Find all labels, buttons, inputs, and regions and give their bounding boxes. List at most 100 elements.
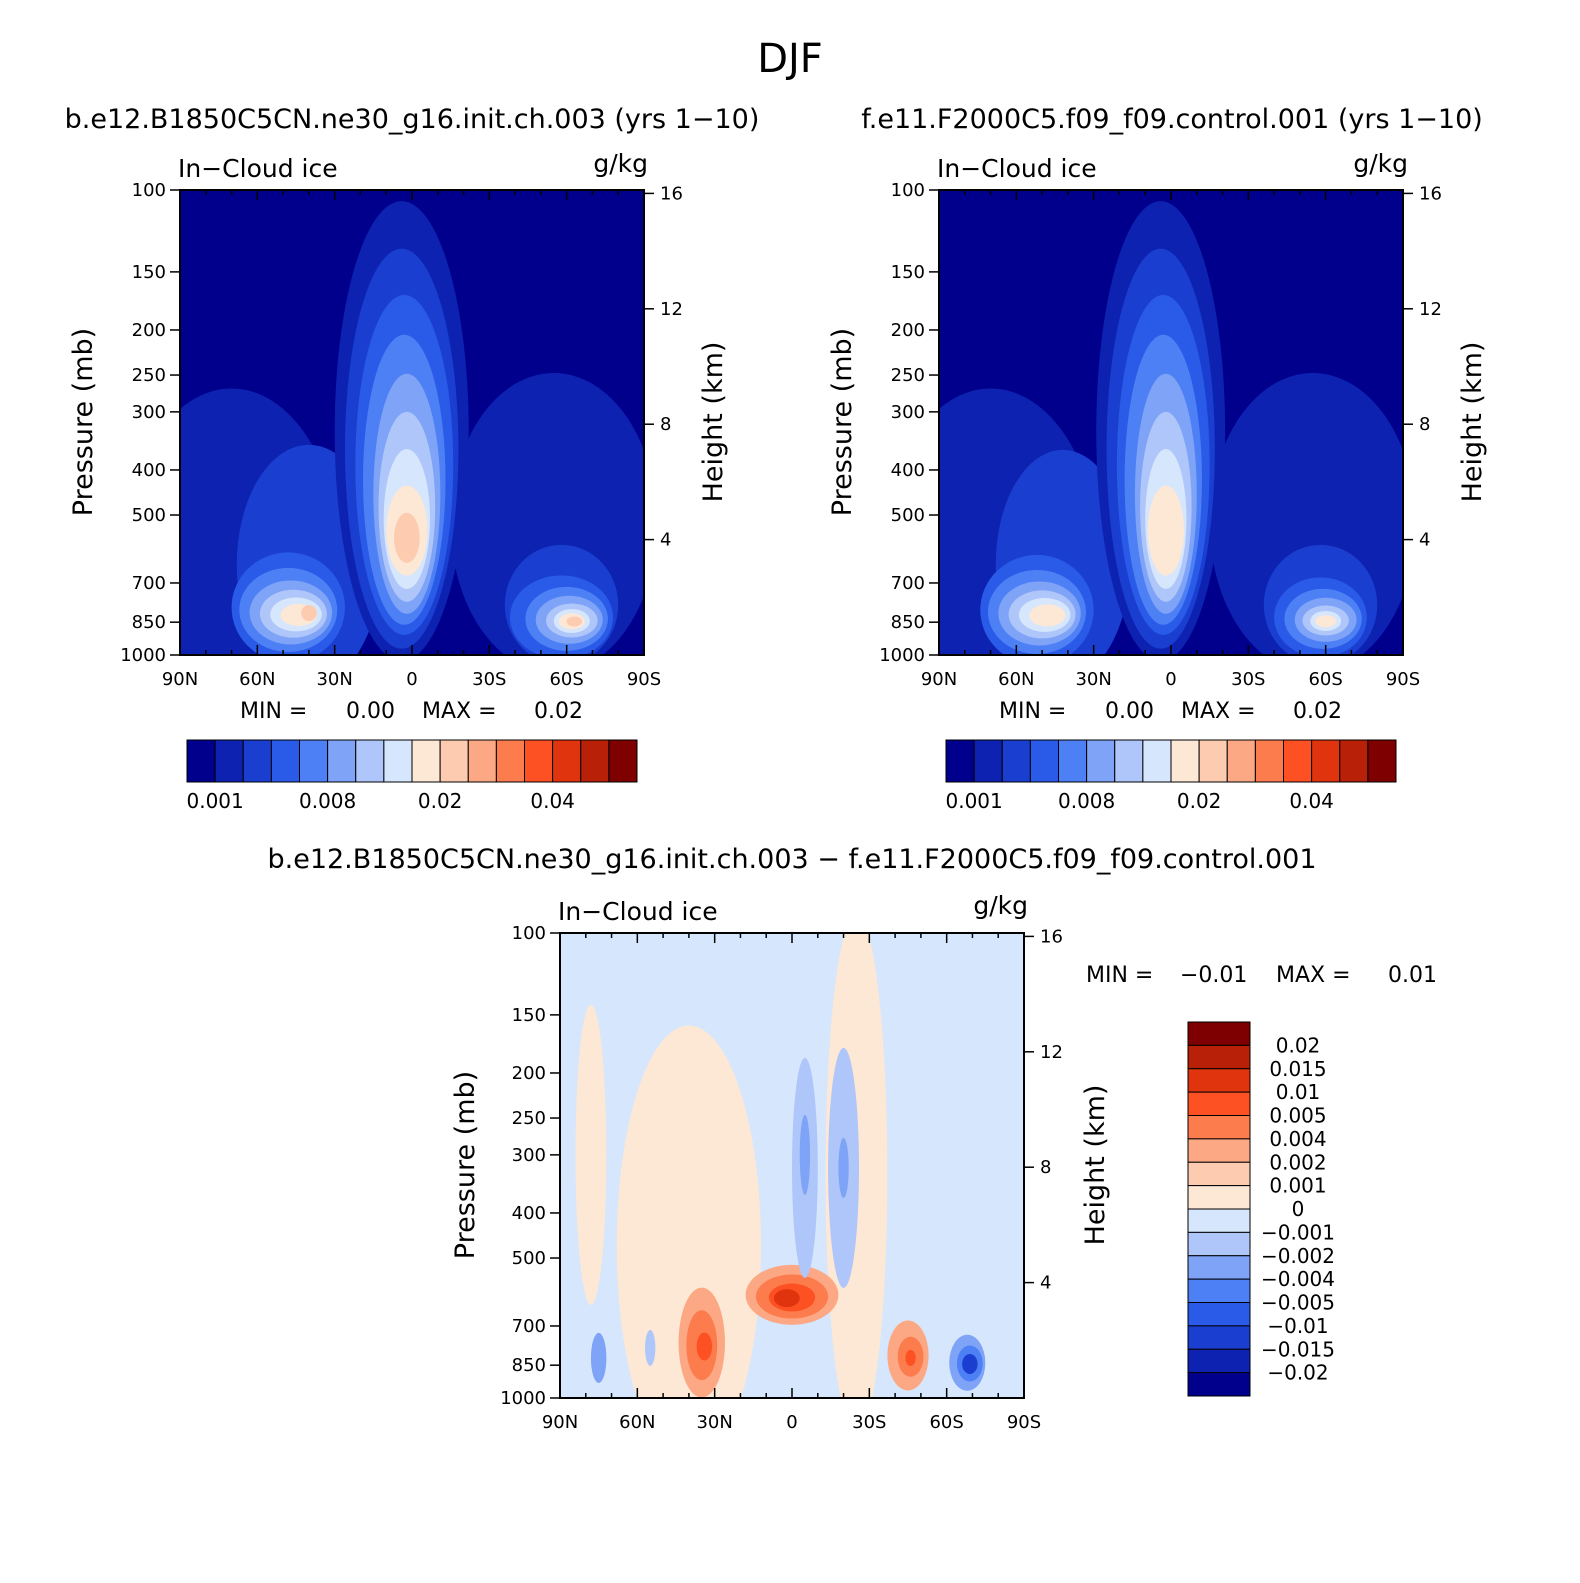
y-tick-label: 500 bbox=[512, 1248, 546, 1269]
colorbar-swatch bbox=[1187, 1115, 1251, 1140]
colorbar-swatch bbox=[270, 739, 300, 783]
contour-band bbox=[1147, 485, 1184, 576]
panel-3-max-label: MAX = bbox=[1276, 963, 1351, 988]
y-tick-label: 200 bbox=[512, 1063, 546, 1084]
colorbar-swatch bbox=[1226, 739, 1256, 783]
colorbar-label: 0.002 bbox=[1269, 1150, 1326, 1174]
colorbar-swatch bbox=[1170, 739, 1200, 783]
panel-1-contour-field bbox=[180, 190, 644, 655]
x-tick-label: 90N bbox=[162, 669, 198, 690]
x-tick-label: 60S bbox=[549, 669, 583, 690]
panel-3-axes: 90N 60N 30N 0 30S 60S 90S 100 150 200 250 300 400 500… bbox=[500, 923, 1063, 1433]
contour-band bbox=[575, 1004, 607, 1305]
colorbar-swatch bbox=[580, 739, 610, 783]
colorbar-swatch bbox=[355, 739, 385, 783]
contour-band bbox=[393, 512, 420, 563]
panel-1-axes: 90N 60N 30N 0 30S 60S 90S 100 150 200 250 300 400 500… bbox=[120, 180, 683, 690]
x-tick-label: 60N bbox=[239, 669, 275, 690]
colorbar-label: 0.015 bbox=[1269, 1057, 1326, 1081]
y-tick-label: 250 bbox=[512, 1108, 546, 1129]
panel-1-units-label: g/kg bbox=[593, 149, 648, 178]
colorbar-swatch bbox=[411, 739, 441, 783]
y-tick-label: 850 bbox=[512, 1355, 546, 1376]
y-tick-label: 200 bbox=[891, 320, 925, 341]
colorbar-label: 0.005 bbox=[1269, 1104, 1326, 1128]
colorbar-swatch bbox=[608, 739, 638, 783]
contour-band bbox=[773, 1289, 800, 1308]
colorbar-swatch bbox=[552, 739, 582, 783]
colorbar-swatch bbox=[1339, 739, 1369, 783]
y-tick-label: 850 bbox=[891, 612, 925, 633]
colorbar-swatch bbox=[439, 739, 469, 783]
panel-2-right-axis-label: Height (km) bbox=[1457, 342, 1488, 503]
colorbar-label: 0.008 bbox=[1058, 789, 1115, 813]
panel-1-min-value: 0.00 bbox=[346, 699, 395, 724]
contour-band bbox=[905, 1349, 916, 1366]
panel-1-y-axis-label: Pressure (mb) bbox=[68, 328, 99, 516]
panel-2-contour-field bbox=[939, 190, 1403, 655]
colorbar-label: 0.04 bbox=[1289, 789, 1334, 813]
x-tick-label: 0 bbox=[406, 669, 417, 690]
panel-2-variable-label: In−Cloud ice bbox=[937, 154, 1097, 183]
x-tick-label: 90N bbox=[542, 1412, 578, 1433]
y-tick-label: 1000 bbox=[500, 1388, 546, 1409]
right-tick-label: 12 bbox=[1419, 299, 1442, 320]
colorbar-swatch bbox=[1311, 739, 1341, 783]
y-tick-label: 700 bbox=[891, 573, 925, 594]
colorbar-swatch bbox=[1187, 1255, 1251, 1280]
x-tick-label: 30S bbox=[852, 1412, 886, 1433]
contour-band bbox=[838, 1137, 849, 1198]
y-tick-label: 250 bbox=[891, 365, 925, 386]
x-tick-label: 90S bbox=[627, 669, 661, 690]
right-tick-label: 16 bbox=[1040, 926, 1063, 947]
colorbar-label: 0.02 bbox=[418, 789, 463, 813]
y-tick-label: 500 bbox=[132, 505, 166, 526]
colorbar-swatch bbox=[214, 739, 244, 783]
colorbar-swatch bbox=[383, 739, 413, 783]
y-tick-label: 300 bbox=[891, 402, 925, 423]
y-tick-label: 200 bbox=[132, 320, 166, 341]
right-tick-label: 16 bbox=[660, 183, 683, 204]
colorbar-label: 0.01 bbox=[1276, 1080, 1321, 1104]
contour-band bbox=[962, 1353, 978, 1374]
colorbar-swatch bbox=[524, 739, 554, 783]
x-tick-label: 60S bbox=[1308, 669, 1342, 690]
contour-band bbox=[566, 616, 583, 627]
contour-band bbox=[696, 1332, 713, 1361]
colorbar-swatch bbox=[1367, 739, 1397, 783]
colorbar-label: 0.02 bbox=[1276, 1033, 1321, 1057]
panel-2: f.e11.F2000C5.f09_f09.control.001 (yrs 1… bbox=[827, 104, 1488, 813]
panel-3-contour-field bbox=[560, 933, 1024, 1398]
panel-2-subtitle: f.e11.F2000C5.f09_f09.control.001 (yrs 1… bbox=[861, 104, 1483, 135]
x-tick-label: 90S bbox=[1007, 1412, 1041, 1433]
colorbar-swatch bbox=[945, 739, 975, 783]
panel-3-y-axis-label: Pressure (mb) bbox=[450, 1071, 481, 1259]
colorbar-label: 0.004 bbox=[1269, 1127, 1326, 1151]
x-tick-label: 0 bbox=[786, 1412, 797, 1433]
y-tick-label: 400 bbox=[512, 1203, 546, 1224]
colorbar-label: −0.01 bbox=[1267, 1314, 1328, 1338]
colorbar-swatch bbox=[1187, 1185, 1251, 1210]
colorbar-swatch bbox=[1058, 739, 1088, 783]
colorbar-swatch bbox=[1187, 1372, 1251, 1397]
panel-3-variable-label: In−Cloud ice bbox=[558, 897, 718, 926]
colorbar-swatch bbox=[973, 739, 1003, 783]
panel-3-min-label: MIN = bbox=[1086, 963, 1153, 988]
x-tick-label: 60S bbox=[929, 1412, 963, 1433]
colorbar-swatch bbox=[1187, 1044, 1251, 1070]
colorbar-swatch bbox=[1114, 739, 1144, 783]
colorbar-swatch bbox=[1187, 1302, 1251, 1327]
right-tick-label: 12 bbox=[1040, 1042, 1063, 1063]
colorbar-swatch bbox=[327, 739, 357, 783]
x-tick-label: 30N bbox=[696, 1412, 732, 1433]
colorbar-label: 0.02 bbox=[1177, 789, 1222, 813]
colorbar-label: −0.02 bbox=[1267, 1361, 1328, 1385]
colorbar-swatch bbox=[186, 739, 216, 783]
panel-1-colorbar: 0.001 0.008 0.02 0.04 bbox=[186, 739, 638, 813]
y-tick-label: 1000 bbox=[879, 645, 925, 666]
panel-3-max-value: 0.01 bbox=[1388, 963, 1437, 988]
y-tick-label: 500 bbox=[891, 505, 925, 526]
panel-1-max-label: MAX = bbox=[422, 699, 497, 724]
x-tick-label: 60N bbox=[998, 669, 1034, 690]
